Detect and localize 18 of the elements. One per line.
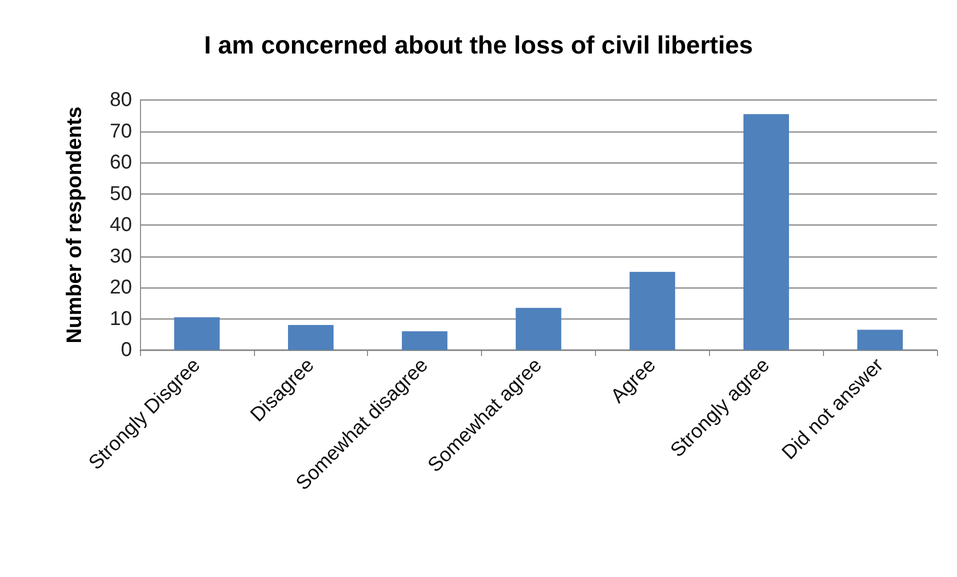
y-tick-label: 80 bbox=[110, 89, 132, 111]
bar bbox=[402, 331, 448, 350]
bar bbox=[516, 308, 562, 350]
y-tick-label: 10 bbox=[110, 308, 132, 330]
y-tick-label: 40 bbox=[110, 214, 132, 236]
y-tick-label: 70 bbox=[110, 120, 132, 142]
bar bbox=[174, 317, 220, 350]
y-axis-title: Number of respondents bbox=[63, 106, 86, 344]
bar bbox=[288, 325, 334, 350]
y-tick-label: 50 bbox=[110, 182, 132, 205]
y-tick-label: 60 bbox=[110, 152, 132, 174]
chart-title: I am concerned about the loss of civil liberties bbox=[204, 32, 753, 60]
y-tick-label: 20 bbox=[110, 276, 132, 298]
bar bbox=[743, 114, 789, 350]
y-tick-label: 0 bbox=[120, 339, 132, 361]
y-tick-label: 30 bbox=[110, 245, 132, 268]
bar bbox=[630, 272, 676, 350]
bar bbox=[857, 330, 903, 350]
